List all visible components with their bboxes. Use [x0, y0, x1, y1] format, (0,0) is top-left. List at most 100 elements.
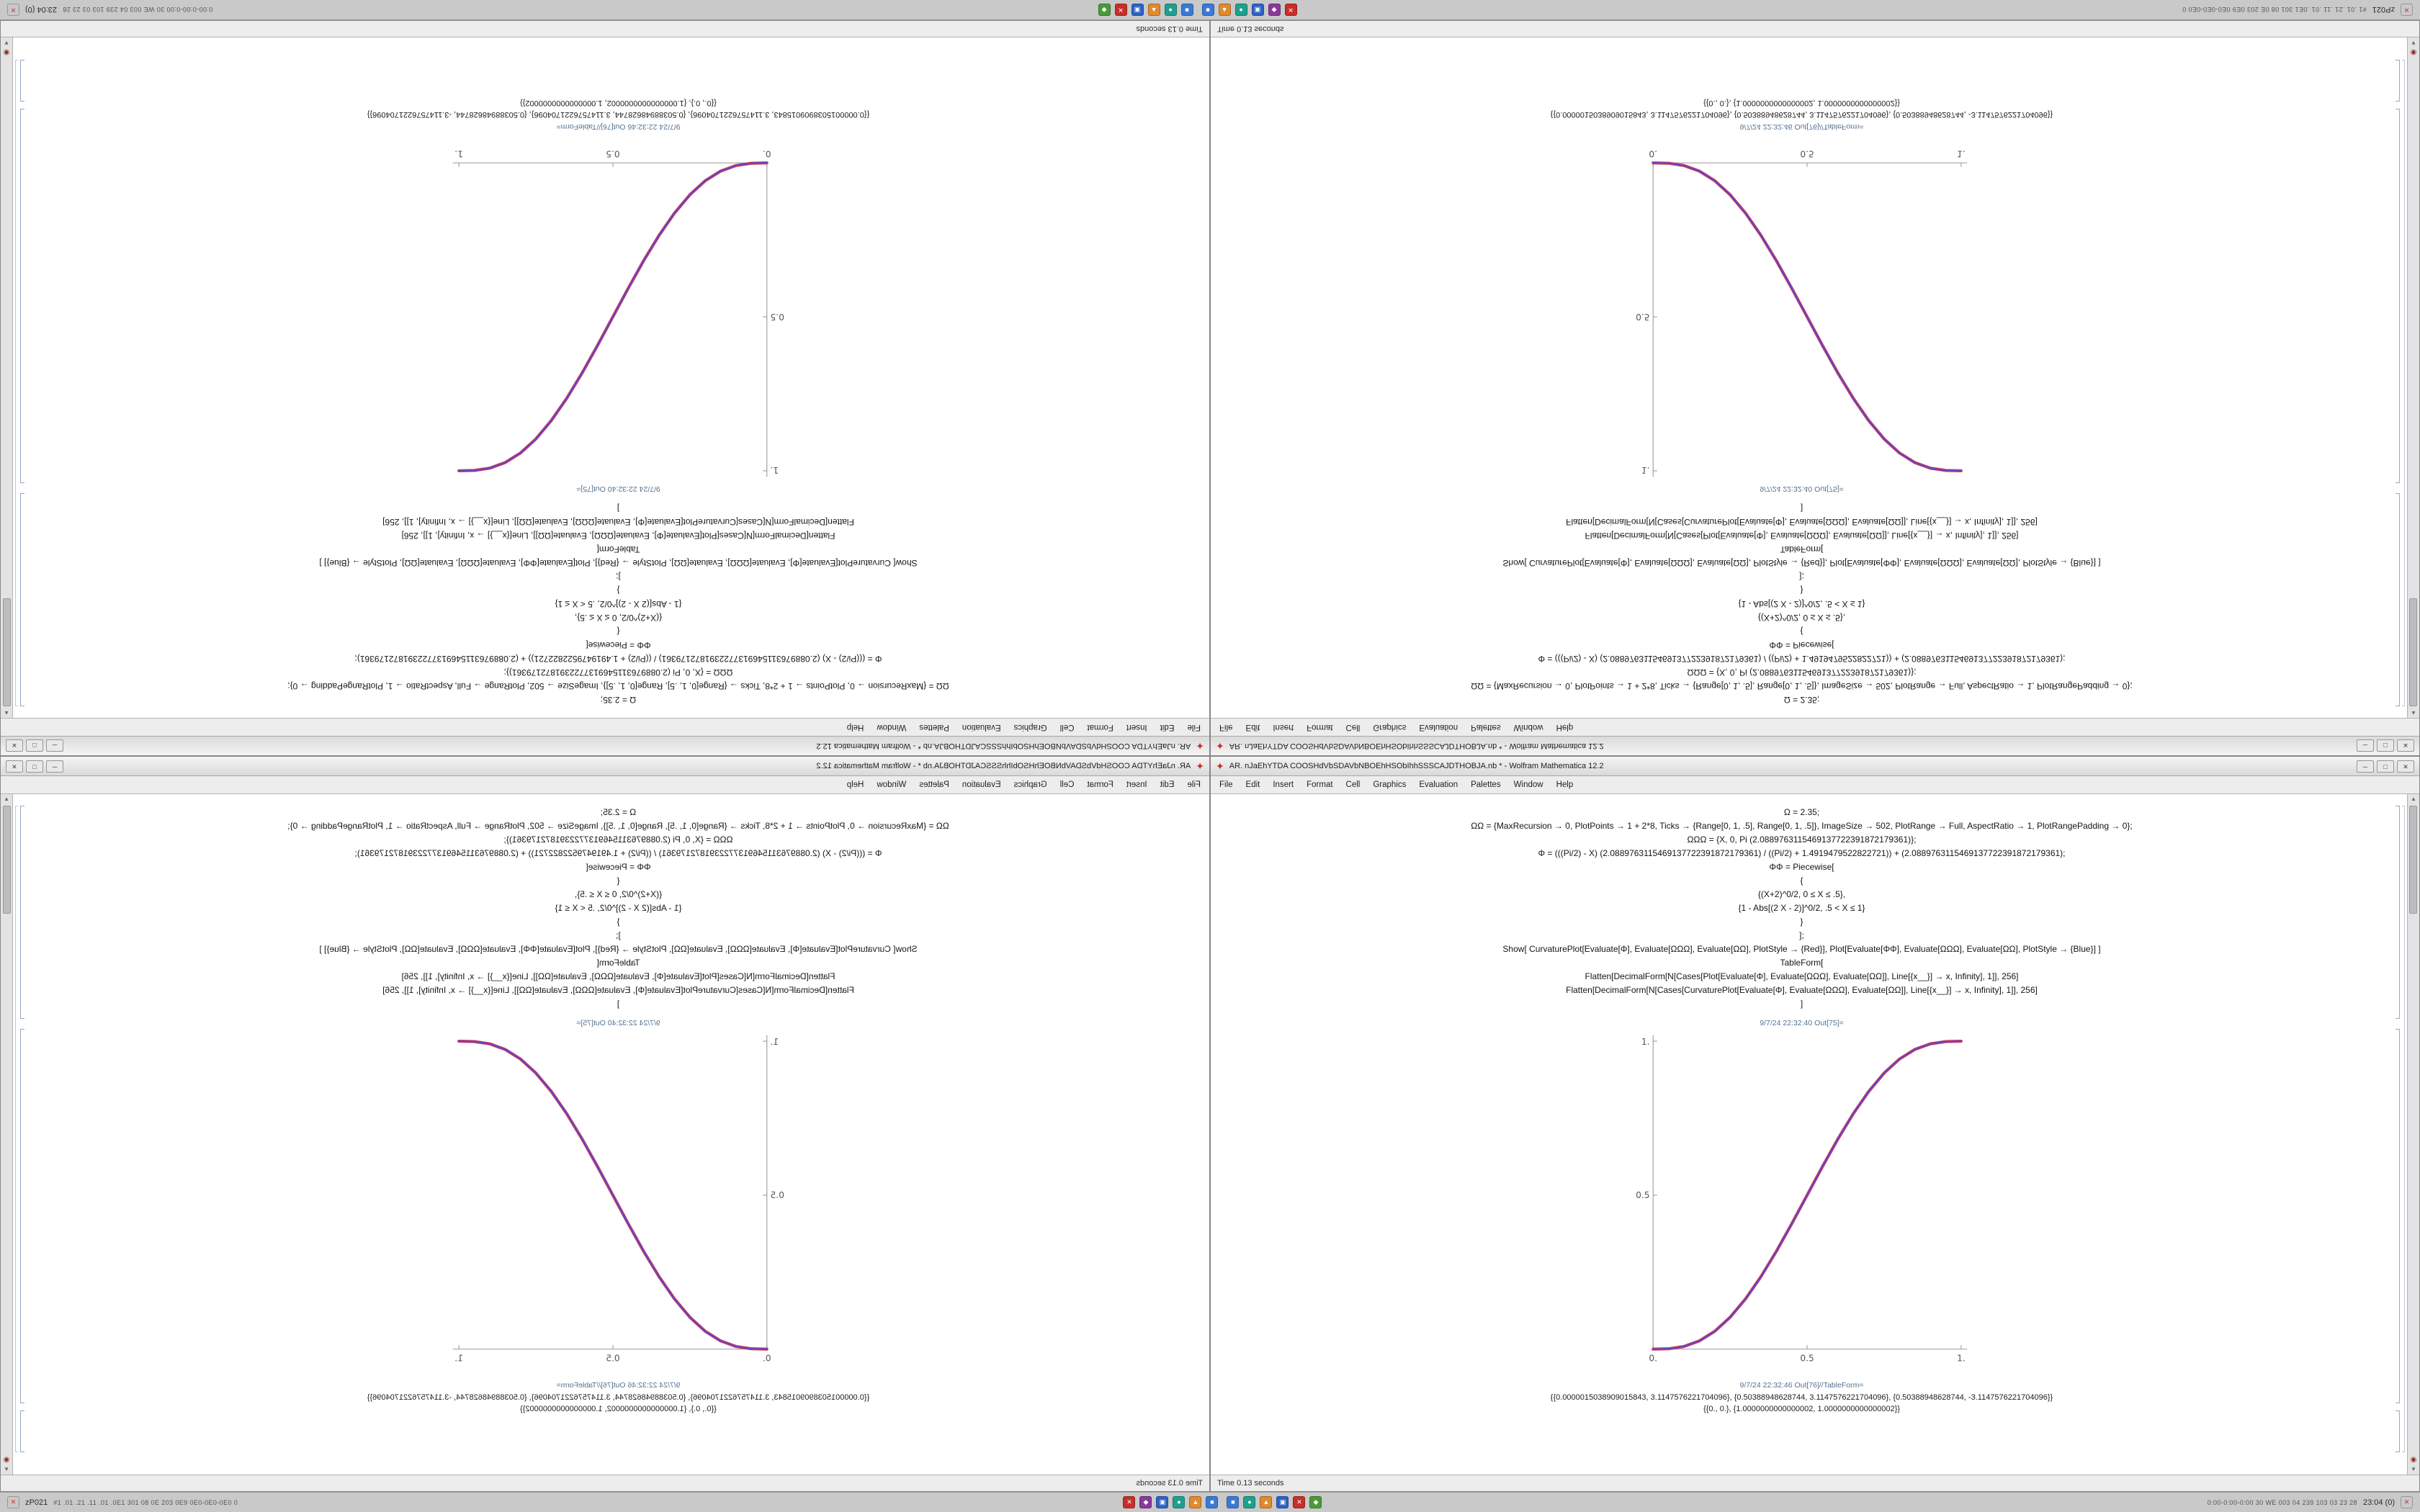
taskbar-app-icon[interactable]: ▣ — [1131, 4, 1144, 16]
window-titlebar[interactable]: ✦ AR. nJaEhYTDA COOSHdVbSDAVbNBOEhHSObIh… — [1, 736, 1209, 755]
menu-item[interactable]: Insert — [1126, 780, 1147, 789]
code-line[interactable]: Flatten[DecimalForm[N[Cases[CurvaturePlo… — [1566, 985, 2038, 995]
cell-bracket-plot[interactable] — [2396, 1029, 2400, 1403]
menu-item[interactable]: File — [1219, 723, 1233, 732]
code-line[interactable]: Φ = (((Pi/2) - X) (2.0889763115469137722… — [354, 654, 882, 664]
close-button[interactable]: ✕ — [2397, 739, 2414, 752]
code-line[interactable]: ΩΩ = {MaxRecursion → 0, PlotPoints → 1 +… — [287, 821, 949, 831]
notebook-corner-icon[interactable]: ◉ — [3, 1456, 10, 1464]
code-line[interactable]: {(X+2)^0/2, 0 ≤ X ≤ .5}, — [574, 889, 663, 899]
code-line[interactable]: Ω = 2.35; — [1783, 807, 1820, 817]
cell-bracket-plot[interactable] — [2396, 109, 2400, 483]
close-button[interactable]: ✕ — [6, 739, 23, 752]
menu-item[interactable]: Window — [1513, 780, 1543, 789]
code-line[interactable]: Show[ CurvaturePlot[Evaluate[Φ], Evaluat… — [319, 944, 918, 954]
cell-bracket-group[interactable] — [15, 806, 18, 1452]
taskbar-app-icon[interactable]: ▲ — [1189, 1496, 1202, 1508]
code-line[interactable]: } — [1800, 917, 1803, 927]
code-line[interactable]: { — [617, 626, 620, 636]
code-line[interactable]: Flatten[DecimalForm[N[Cases[Plot[Evaluat… — [1585, 531, 2019, 541]
vertical-scrollbar[interactable]: ▲ ◉ ▼ — [1, 794, 13, 1475]
code-line[interactable]: { — [1800, 876, 1803, 886]
menu-item[interactable]: Help — [1556, 723, 1574, 732]
cell-bracket-group[interactable] — [2402, 60, 2405, 706]
code-line[interactable]: ] — [617, 999, 620, 1009]
menu-item[interactable]: Help — [846, 780, 864, 789]
code-line[interactable]: {1 - Abs[(2 X - 2)]^0/2, .5 < X ≤ 1} — [555, 599, 682, 609]
scroll-down-icon[interactable]: ▼ — [2411, 40, 2416, 46]
code-line[interactable]: Ω = 2.35; — [1783, 695, 1820, 705]
cell-bracket-tableform[interactable] — [2396, 1410, 2400, 1452]
code-line[interactable]: {(X+2)^0/2, 0 ≤ X ≤ .5}, — [574, 613, 663, 623]
code-line[interactable]: Ω = 2.35; — [600, 695, 637, 705]
menu-item[interactable]: Palettes — [919, 780, 949, 789]
taskbar-app-icon[interactable]: ▲ — [1147, 4, 1160, 16]
minimize-button[interactable]: ─ — [2357, 760, 2374, 773]
code-line[interactable]: Ω = 2.35; — [600, 807, 637, 817]
menu-item[interactable]: File — [1187, 723, 1201, 732]
taskbar-app-icon[interactable]: ■ — [1227, 1496, 1240, 1508]
menu-item[interactable]: Graphics — [1013, 723, 1047, 732]
menu-item[interactable]: File — [1187, 780, 1201, 789]
taskbar-app-icon[interactable]: ✕ — [1293, 1496, 1306, 1508]
cell-bracket-group[interactable] — [2402, 806, 2405, 1452]
taskbar-app-icon[interactable]: ◆ — [1268, 4, 1281, 16]
scroll-down-icon[interactable]: ▼ — [2411, 1466, 2416, 1472]
menu-item[interactable]: Format — [1307, 780, 1333, 789]
menu-item[interactable]: Cell — [1345, 780, 1361, 789]
code-line[interactable]: { — [1800, 626, 1803, 636]
menu-item[interactable]: Edit — [1160, 780, 1175, 789]
scroll-up-icon[interactable]: ▲ — [2411, 796, 2416, 802]
scroll-up-icon[interactable]: ▲ — [2411, 710, 2416, 716]
code-line[interactable]: {1 - Abs[(2 X - 2)]^0/2, .5 < X ≤ 1} — [1738, 599, 1865, 609]
menu-item[interactable]: Evaluation — [962, 780, 1001, 789]
taskbar-app-icon[interactable]: ✕ — [1114, 4, 1127, 16]
menu-item[interactable]: Window — [877, 780, 907, 789]
taskbar-app-icon[interactable]: ■ — [1201, 4, 1214, 16]
menu-item[interactable]: Format — [1087, 780, 1113, 789]
menu-item[interactable]: Help — [1556, 780, 1574, 789]
code-line[interactable]: TableForm[ — [596, 958, 640, 968]
code-line[interactable]: ΦΦ = Piecewise[ — [1769, 640, 1834, 650]
taskbar-app-icon[interactable]: ■ — [1206, 1496, 1219, 1508]
code-line[interactable]: ΩΩ = {MaxRecursion → 0, PlotPoints → 1 +… — [287, 681, 949, 691]
window-titlebar[interactable]: ✦ AR. nJaEhYTDA COOSHdVbSDAVbNBOEhHSObIh… — [1211, 757, 2419, 776]
menu-item[interactable]: File — [1219, 780, 1233, 789]
taskbar-app-icon[interactable]: ◆ — [1098, 4, 1111, 16]
vertical-scrollbar[interactable]: ▲ ◉ ▼ — [2407, 794, 2419, 1475]
code-line[interactable]: {1 - Abs[(2 X - 2)]^0/2, .5 < X ≤ 1} — [555, 903, 682, 913]
code-line[interactable]: ]; — [1799, 572, 1804, 582]
taskbar-app-icon[interactable]: ▣ — [1251, 4, 1264, 16]
code-line[interactable]: Flatten[DecimalForm[N[Cases[CurvaturePlo… — [1566, 517, 2038, 527]
scroll-up-icon[interactable]: ▲ — [4, 796, 9, 802]
menu-item[interactable]: Edit — [1160, 723, 1175, 732]
cell-bracket-plot[interactable] — [20, 1029, 24, 1403]
taskbar-start-icon[interactable]: ✕ — [2401, 4, 2413, 16]
taskbar-app-icon[interactable]: ● — [1234, 4, 1247, 16]
code-line[interactable]: Flatten[DecimalForm[N[Cases[CurvaturePlo… — [382, 517, 854, 527]
menu-item[interactable]: Palettes — [919, 723, 949, 732]
scrollbar-thumb[interactable] — [3, 806, 11, 914]
code-line[interactable]: TableForm[ — [1780, 958, 1824, 968]
cell-bracket-input[interactable] — [2396, 806, 2400, 1019]
code-line[interactable]: ]; — [1799, 930, 1804, 940]
cell-bracket-group[interactable] — [15, 60, 18, 706]
scrollbar-thumb[interactable] — [2409, 598, 2417, 706]
code-line[interactable]: {1 - Abs[(2 X - 2)]^0/2, .5 < X ≤ 1} — [1738, 903, 1865, 913]
menu-item[interactable]: Edit — [1245, 780, 1260, 789]
taskbar-tray-icon[interactable]: ✕ — [2401, 1496, 2413, 1508]
cell-bracket-input[interactable] — [2396, 493, 2400, 706]
menu-item[interactable]: Graphics — [1373, 723, 1407, 732]
code-line[interactable]: Show[ CurvaturePlot[Evaluate[Φ], Evaluat… — [1502, 944, 2101, 954]
taskbar-app-icon[interactable]: ● — [1173, 1496, 1186, 1508]
cell-bracket-input[interactable] — [20, 493, 24, 706]
code-line[interactable]: Flatten[DecimalForm[N[Cases[Plot[Evaluat… — [1585, 971, 2019, 981]
code-line[interactable]: Φ = (((Pi/2) - X) (2.0889763115469137722… — [1538, 654, 2066, 664]
cell-bracket-plot[interactable] — [20, 109, 24, 483]
notebook-corner-icon[interactable]: ◉ — [2410, 1456, 2417, 1464]
taskbar-app-icon[interactable]: ▣ — [1156, 1496, 1169, 1508]
code-line[interactable]: ΩΩΩ = {X, 0, Pi (2.088976311546913772239… — [1687, 667, 1917, 678]
code-line[interactable]: ] — [1800, 999, 1803, 1009]
code-line[interactable]: Flatten[DecimalForm[N[Cases[Plot[Evaluat… — [401, 531, 835, 541]
scroll-down-icon[interactable]: ▼ — [4, 1466, 9, 1472]
